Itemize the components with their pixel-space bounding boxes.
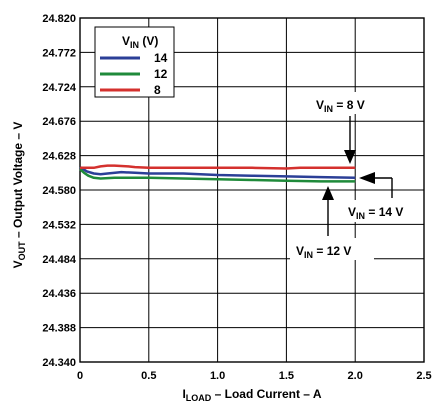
y-axis-label: VOUT – Output Voltage – V [11,122,27,269]
annotation-vin-12: VIN = 12 V [290,186,374,260]
y-tick-label: 24.580 [42,185,76,197]
x-axis-label-sub: LOAD [186,393,212,403]
y-tick-label: 24.628 [42,151,76,163]
legend: VIN (V) 14 12 8 [94,26,175,98]
legend-label-8: 8 [154,83,161,97]
annotation-vin-8: VIN = 8 V [314,92,384,164]
legend-box [94,26,175,98]
x-axis-label-main: I [182,387,185,401]
legend-label-14: 14 [154,51,168,65]
svg-text:VIN = 8 V: VIN = 8 V [316,98,365,114]
arrow-8-head [344,150,356,164]
x-tick-labels: 0 0.5 1.0 1.5 2.0 2.5 [77,370,432,382]
y-tick-labels: 24.820 24.772 24.724 24.676 24.628 24.580 24.5… [42,13,77,369]
series-line-12 [79,168,356,183]
y-tick-label: 24.724 [42,82,77,94]
x-tick-label: 1.0 [210,370,225,382]
y-tick-label: 24.532 [42,219,76,231]
svg-text:VIN = 12 V: VIN = 12 V [296,244,351,260]
arrow-12-head [322,186,334,200]
x-tick-label: 2.5 [416,370,431,382]
y-axis-label-sub: OUT [17,241,27,261]
series-line-14 [79,166,356,180]
y-tick-label: 24.436 [42,288,76,300]
x-tick-label: 0 [77,370,83,382]
legend-label-12: 12 [154,67,168,81]
y-tick-label: 24.820 [42,13,76,25]
arrow-14-head [359,172,375,184]
legend-title: VIN (V) [122,34,158,50]
annotation-vin-14: VIN = 14 V [346,172,416,222]
x-tick-label: 0.5 [141,370,156,382]
y-tick-label: 24.484 [42,254,77,266]
y-tick-label: 24.340 [42,357,76,369]
series-lines [79,164,356,183]
x-tick-label: 1.5 [279,370,294,382]
y-axis-label-main: V [11,260,25,268]
x-axis-label-rest: – Load Current – A [211,387,322,401]
y-tick-label: 24.388 [42,323,76,335]
x-axis-label: ILOAD – Load Current – A [182,387,321,403]
series-line-8 [80,164,356,170]
plot-frame [79,17,425,363]
y-axis-label-rest: – Output Voltage – V [11,122,25,242]
y-tick-label: 24.676 [42,116,76,128]
x-tick-label: 2.0 [348,370,363,382]
y-tick-label: 24.772 [42,47,76,59]
svg-text:VIN = 14 V: VIN = 14 V [348,205,403,221]
